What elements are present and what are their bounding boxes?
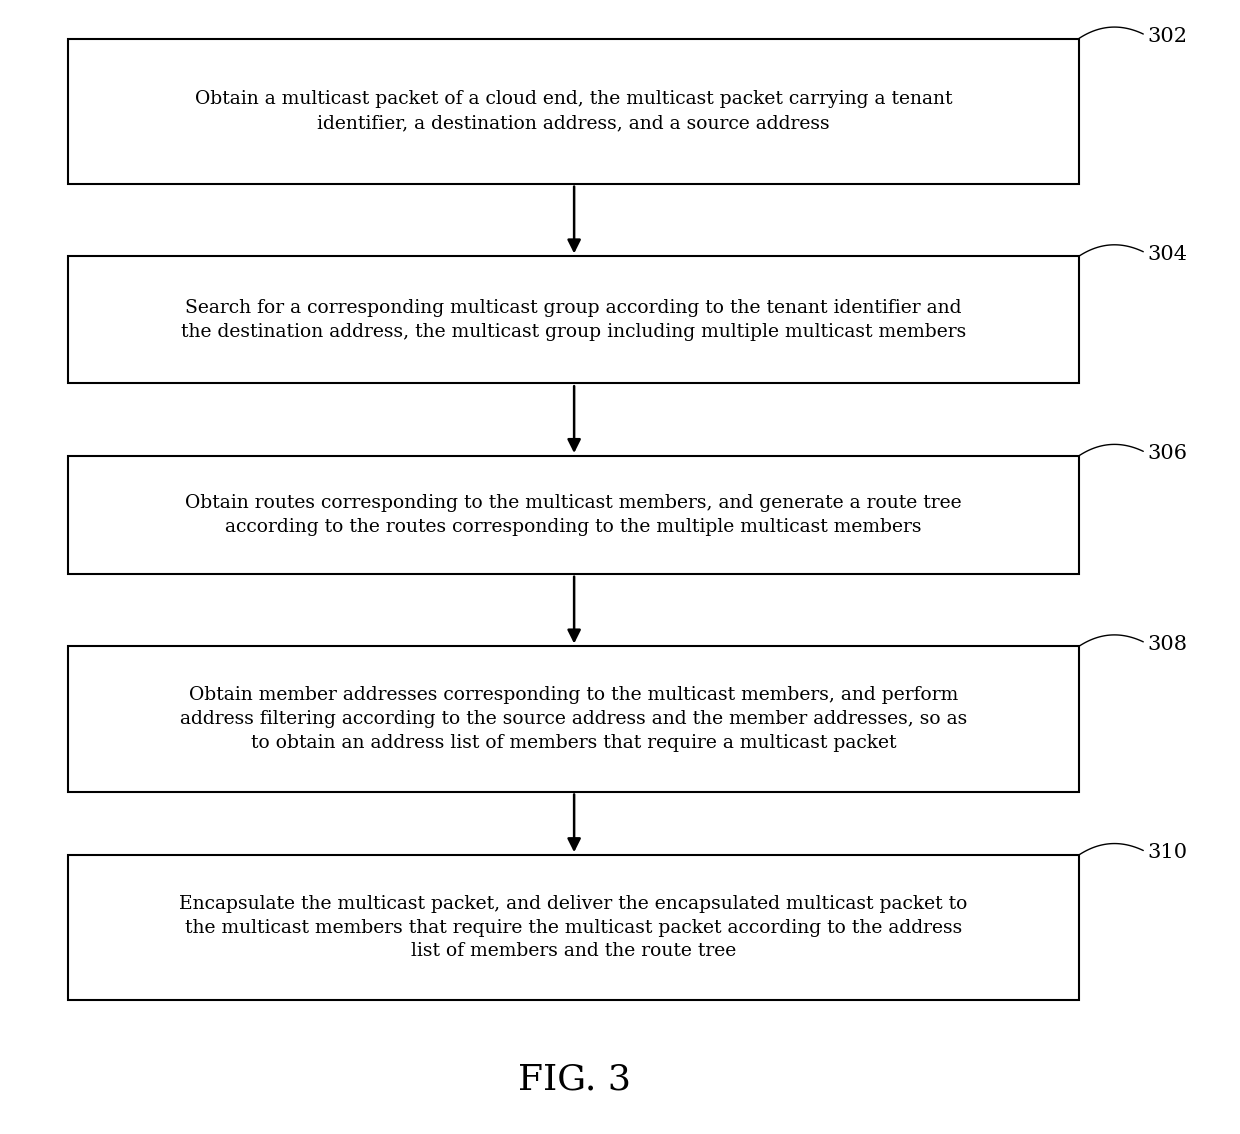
Text: FIG. 3: FIG. 3 xyxy=(517,1063,631,1097)
Text: Obtain member addresses corresponding to the multicast members, and perform
addr: Obtain member addresses corresponding to… xyxy=(180,686,967,752)
FancyBboxPatch shape xyxy=(68,39,1079,184)
Text: 306: 306 xyxy=(1147,445,1187,463)
FancyBboxPatch shape xyxy=(68,855,1079,1000)
FancyBboxPatch shape xyxy=(68,646,1079,792)
FancyBboxPatch shape xyxy=(68,256,1079,383)
Text: 304: 304 xyxy=(1147,245,1187,263)
Text: Search for a corresponding multicast group according to the tenant identifier an: Search for a corresponding multicast gro… xyxy=(181,299,966,340)
Text: Obtain routes corresponding to the multicast members, and generate a route tree
: Obtain routes corresponding to the multi… xyxy=(185,494,962,535)
Text: 310: 310 xyxy=(1147,844,1187,862)
Text: Obtain a multicast packet of a cloud end, the multicast packet carrying a tenant: Obtain a multicast packet of a cloud end… xyxy=(195,91,952,132)
FancyBboxPatch shape xyxy=(68,456,1079,574)
Text: 302: 302 xyxy=(1147,27,1187,45)
Text: Encapsulate the multicast packet, and deliver the encapsulated multicast packet : Encapsulate the multicast packet, and de… xyxy=(180,895,967,960)
Text: 308: 308 xyxy=(1147,635,1187,653)
